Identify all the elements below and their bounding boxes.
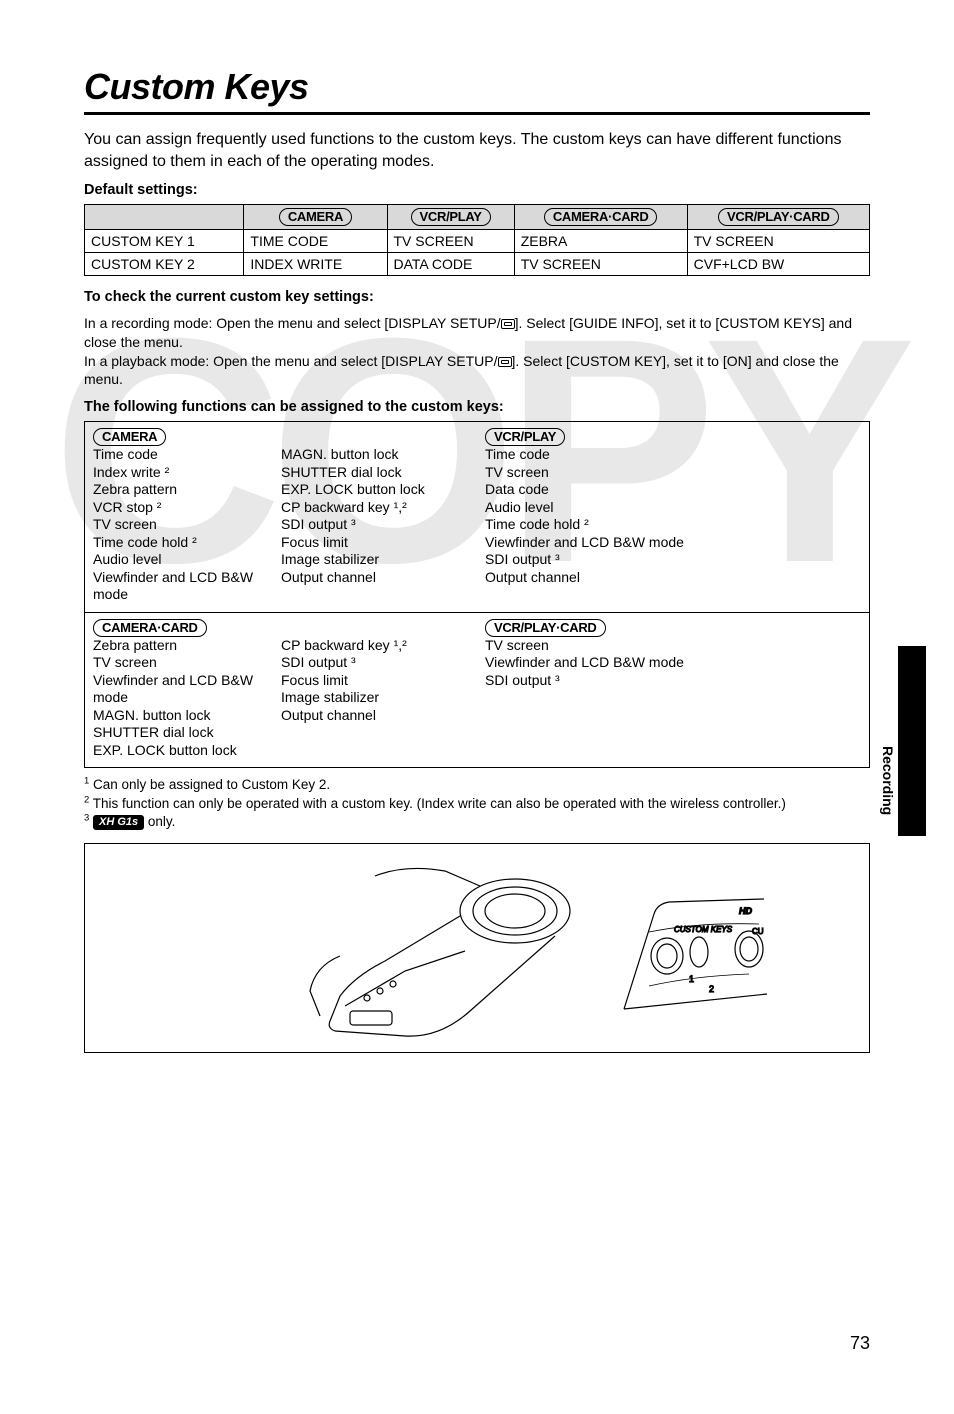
svg-text:CUSTOM KEYS: CUSTOM KEYS — [674, 925, 733, 934]
display-icon — [501, 319, 515, 329]
defaults-table: CAMERA VCR/PLAY CAMERA·CARD VCR/PLAY·CAR… — [84, 204, 870, 276]
row-label: CUSTOM KEY 2 — [85, 253, 244, 276]
footnote-3: 3 XH G1s only. — [84, 813, 870, 831]
check-heading: To check the current custom key settings… — [84, 288, 870, 308]
assign-cell-vcrplay: VCR/PLAY Time code TV screen Data code A… — [477, 422, 869, 612]
defaults-header-row: CAMERA VCR/PLAY CAMERA·CARD VCR/PLAY·CAR… — [85, 205, 870, 230]
svg-text:HD: HD — [739, 906, 752, 916]
camera-col1: Time code Index write ² Zebra pattern VC… — [93, 446, 281, 604]
page-number: 73 — [850, 1333, 870, 1354]
table-cell: TV SCREEN — [687, 230, 869, 253]
intro-text: You can assign frequently used functions… — [84, 129, 870, 172]
assign-cell-cameracard: CAMERA·CARD Zebra pattern TV screen View… — [85, 613, 477, 768]
footnote-1: 1 Can only be assigned to Custom Key 2. — [84, 776, 870, 794]
mode-pill: CAMERA·CARD — [93, 619, 207, 637]
table-row: CUSTOM KEY 1 TIME CODE TV SCREEN ZEBRA T… — [85, 230, 870, 253]
camcorder-illustration — [285, 856, 585, 1046]
mode-header: CAMERA — [244, 205, 387, 230]
table-cell: DATA CODE — [387, 253, 514, 276]
custom-keys-inset: HD CUSTOM KEYS CU 1 2 — [619, 894, 769, 1014]
assign-heading: The following functions can be assigned … — [84, 399, 870, 415]
camera-col2: MAGN. button lock SHUTTER dial lock EXP.… — [281, 446, 469, 604]
table-cell: ZEBRA — [514, 230, 687, 253]
cameracard-col1: Zebra pattern TV screen Viewfinder and L… — [93, 637, 281, 760]
row-label: CUSTOM KEY 1 — [85, 230, 244, 253]
illustration-box: HD CUSTOM KEYS CU 1 2 — [84, 843, 870, 1053]
title-rule — [84, 112, 870, 115]
mode-header: VCR/PLAY — [387, 205, 514, 230]
table-cell: TIME CODE — [244, 230, 387, 253]
mode-header: VCR/PLAY·CARD — [687, 205, 869, 230]
mode-pill: VCR/PLAY — [485, 428, 565, 446]
display-icon — [498, 357, 512, 367]
svg-text:2: 2 — [709, 984, 714, 994]
footnote-2: 2 This function can only be operated wit… — [84, 795, 870, 813]
table-cell: INDEX WRITE — [244, 253, 387, 276]
defaults-blank-header — [85, 205, 244, 230]
side-tab-black — [898, 646, 926, 836]
check-settings-block: To check the current custom key settings… — [84, 288, 870, 389]
side-label: Recording — [880, 746, 896, 815]
assignable-functions-box: CAMERA Time code Index write ² Zebra pat… — [84, 421, 870, 768]
table-row: CUSTOM KEY 2 INDEX WRITE DATA CODE TV SC… — [85, 253, 870, 276]
table-cell: TV SCREEN — [387, 230, 514, 253]
defaults-heading: Default settings: — [84, 182, 870, 198]
mode-pill: VCR/PLAY·CARD — [485, 619, 606, 637]
footnotes: 1 Can only be assigned to Custom Key 2. … — [84, 776, 870, 831]
page-title: Custom Keys — [84, 66, 870, 108]
table-cell: TV SCREEN — [514, 253, 687, 276]
cameracard-col2: CP backward key ¹,² SDI output ³ Focus l… — [281, 637, 469, 760]
check-line-recording: In a recording mode: Open the menu and s… — [84, 314, 870, 352]
model-badge: XH G1s — [93, 815, 144, 830]
mode-pill: CAMERA — [93, 428, 166, 446]
check-line-playback: In a playback mode: Open the menu and se… — [84, 352, 870, 390]
mode-header: CAMERA·CARD — [514, 205, 687, 230]
svg-text:CU: CU — [752, 927, 764, 936]
assign-cell-vcrplaycard: VCR/PLAY·CARD TV screen Viewfinder and L… — [477, 613, 869, 768]
assign-cell-camera: CAMERA Time code Index write ² Zebra pat… — [85, 422, 477, 612]
table-cell: CVF+LCD BW — [687, 253, 869, 276]
